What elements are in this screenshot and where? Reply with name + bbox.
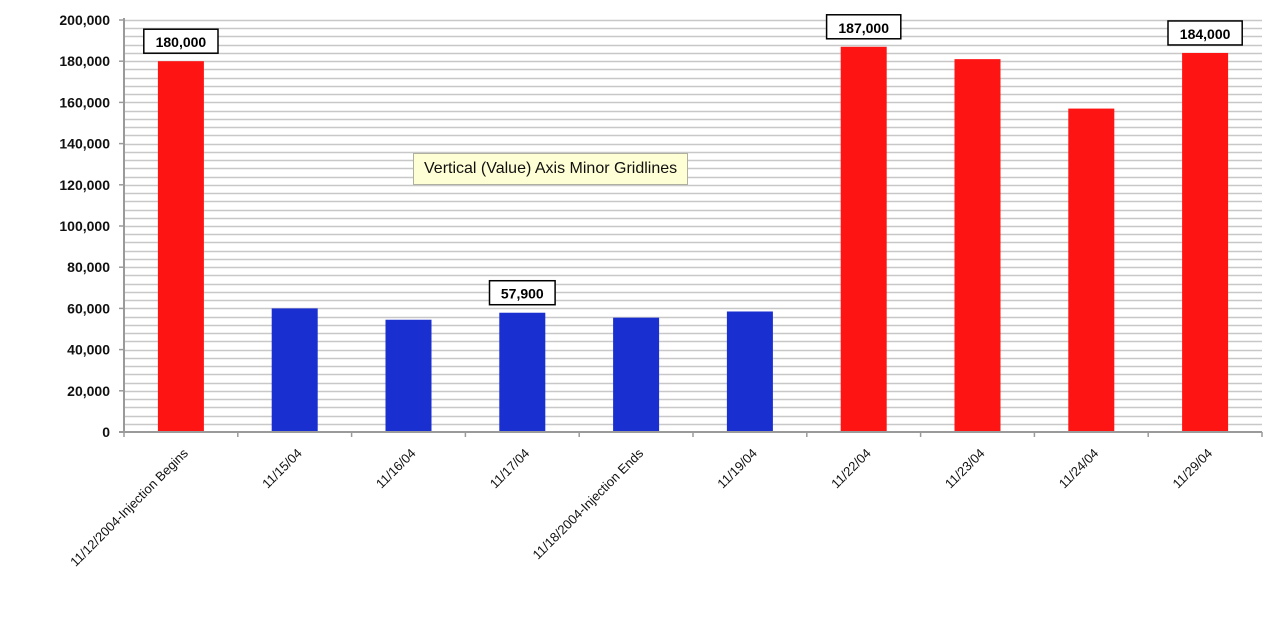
bar[interactable] [157,61,204,432]
data-label-box [143,28,219,54]
x-tick-label: 11/22/04 [828,446,874,492]
data-label-box [825,14,902,40]
data-label-text: 184,000 [1180,26,1231,42]
y-tick-label: 140,000 [59,136,110,152]
axes [119,18,1263,437]
x-tick-label: 11/17/04 [487,446,533,492]
data-label: 180,000 [143,28,219,54]
x-tick-label: 11/24/04 [1056,446,1102,492]
bar[interactable] [726,311,773,432]
bar[interactable] [954,59,1001,432]
x-tick-label: 11/23/04 [942,446,988,492]
x-tick-label: 11/15/04 [259,446,305,492]
data-label-box [1167,20,1243,46]
bar[interactable] [613,317,660,432]
y-tick-label: 40,000 [67,342,110,358]
y-tick-label: 20,000 [67,383,110,399]
y-axis-tick-labels: 0 20,000 40,000 60,000 80,000 100,000 120,000 1… [59,12,110,440]
y-tick-label: 120,000 [59,177,110,193]
x-axis-tick-labels: 11/12/2004-Injection Begins 11/15/04 11/16… [67,445,1215,569]
bar[interactable] [1068,108,1115,432]
data-label-text: 57,900 [501,286,544,302]
data-labels: 180,000 57,900 187,000 184,000 [143,14,1243,306]
bar[interactable] [840,46,887,432]
x-tick-label: 11/29/04 [1170,446,1216,492]
y-tick-label: 200,000 [59,12,110,28]
data-label: 184,000 [1167,20,1243,46]
x-tick-label: 11/18/2004-Injection Ends [529,445,646,562]
bar[interactable] [385,319,432,432]
data-label-text: 187,000 [838,20,889,36]
bars [157,46,1229,433]
y-tick-label: 160,000 [59,94,110,110]
data-label: 187,000 [825,14,902,40]
data-label-box [488,279,556,306]
bar[interactable] [1182,52,1229,433]
x-tick-label: 11/12/2004-Injection Begins [67,445,191,569]
bar[interactable] [271,308,318,432]
y-tick-label: 0 [102,424,110,440]
y-tick-label: 100,000 [59,218,110,234]
x-tick-label: 11/19/04 [714,446,760,492]
bar[interactable] [499,312,546,432]
y-tick-label: 60,000 [67,300,110,316]
data-label-text: 180,000 [156,34,207,50]
gridlines-tooltip: Vertical (Value) Axis Minor Gridlines [413,153,689,185]
y-tick-label: 80,000 [67,259,110,275]
y-tick-label: 180,000 [59,53,110,69]
data-label: 57,900 [488,279,556,306]
x-tick-label: 11/16/04 [373,446,419,492]
